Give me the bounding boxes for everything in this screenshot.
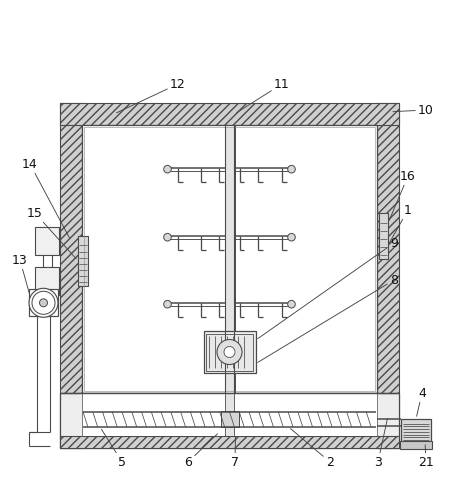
Text: 9: 9: [258, 237, 398, 339]
Bar: [401, 419, 431, 442]
Circle shape: [224, 347, 235, 358]
Bar: [377, 103, 399, 448]
Bar: [29, 289, 58, 316]
Circle shape: [32, 291, 55, 314]
Text: 4: 4: [417, 386, 426, 416]
Text: 11: 11: [237, 78, 290, 113]
Bar: [60, 103, 82, 448]
Text: 1: 1: [389, 204, 412, 243]
Bar: [35, 267, 59, 295]
Text: 13: 13: [12, 253, 30, 297]
Bar: [225, 393, 234, 436]
Bar: [400, 441, 432, 449]
Text: 14: 14: [22, 157, 70, 239]
Text: 7: 7: [231, 437, 239, 469]
Text: 21: 21: [418, 445, 434, 469]
Circle shape: [217, 340, 242, 365]
Text: 2: 2: [291, 429, 334, 469]
Circle shape: [164, 165, 171, 173]
Bar: [379, 213, 388, 259]
Text: 15: 15: [27, 207, 76, 259]
Bar: [220, 411, 239, 427]
Bar: [60, 103, 399, 125]
Circle shape: [288, 165, 295, 173]
Bar: [206, 334, 253, 371]
Circle shape: [40, 299, 47, 307]
Circle shape: [29, 288, 58, 317]
Text: 10: 10: [393, 104, 434, 117]
Text: 16: 16: [389, 169, 416, 221]
Bar: [204, 331, 255, 373]
Bar: [35, 227, 59, 255]
Circle shape: [288, 300, 295, 308]
Text: 12: 12: [117, 78, 186, 113]
Bar: [60, 393, 399, 448]
Bar: [84, 127, 375, 391]
Bar: [225, 125, 234, 393]
Bar: [82, 393, 377, 436]
Text: 5: 5: [101, 429, 126, 469]
Bar: [82, 125, 377, 393]
Text: 3: 3: [374, 419, 387, 469]
Circle shape: [164, 234, 171, 241]
Circle shape: [288, 234, 295, 241]
Text: 8: 8: [258, 273, 398, 363]
Circle shape: [164, 300, 171, 308]
Bar: [78, 236, 88, 286]
Bar: [60, 436, 399, 448]
Text: 6: 6: [184, 434, 218, 469]
